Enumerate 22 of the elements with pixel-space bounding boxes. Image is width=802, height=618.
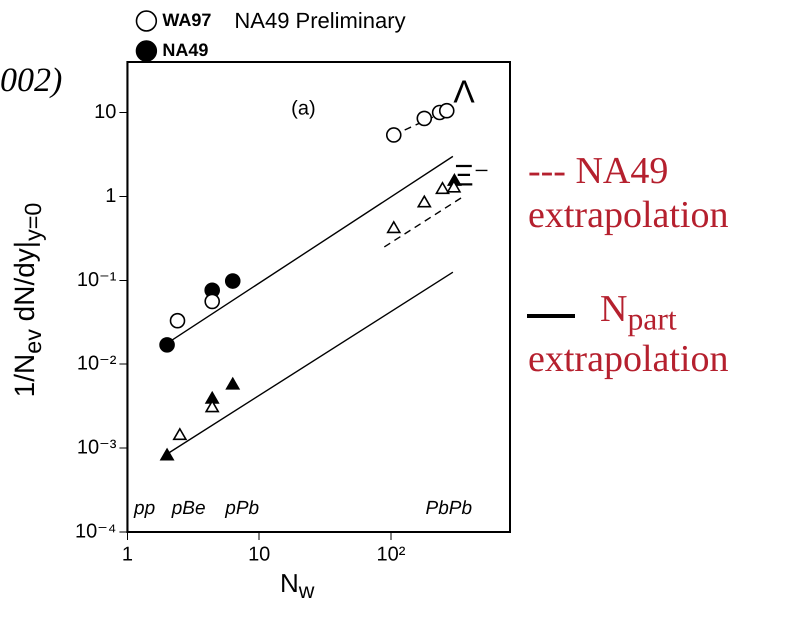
annotation: pPb: [224, 498, 260, 519]
y-tick-label: 10⁻¹: [76, 268, 117, 291]
annotation: PbPb: [426, 498, 472, 519]
x-tick-label: 1: [122, 544, 133, 566]
chart-title: NA49 Preliminary: [234, 8, 406, 33]
text: N$_{part}$ extrapolation: [528, 288, 730, 382]
annotation: pp: [133, 498, 156, 519]
y-tick-label: 10⁻³: [76, 436, 117, 459]
text: --- NA49 extrapolation: [528, 150, 730, 238]
annotation: (a): [291, 98, 316, 120]
y-tick-label: 10: [94, 101, 116, 124]
x-tick-label: 10²: [376, 544, 406, 566]
x-tick-label: 10: [248, 544, 270, 566]
annotation: pBe: [170, 498, 206, 519]
legend-label: NA49: [162, 40, 208, 60]
text: 002): [0, 62, 62, 100]
annotation: Λ: [453, 73, 476, 110]
y-tick-label: 10⁻⁴: [74, 520, 116, 543]
x-axis-title: N$_{w}$: [280, 568, 314, 604]
legend-label: WA97: [162, 10, 212, 30]
y-tick-label: 10⁻²: [76, 352, 117, 375]
y-tick-label: 1: [105, 184, 116, 207]
